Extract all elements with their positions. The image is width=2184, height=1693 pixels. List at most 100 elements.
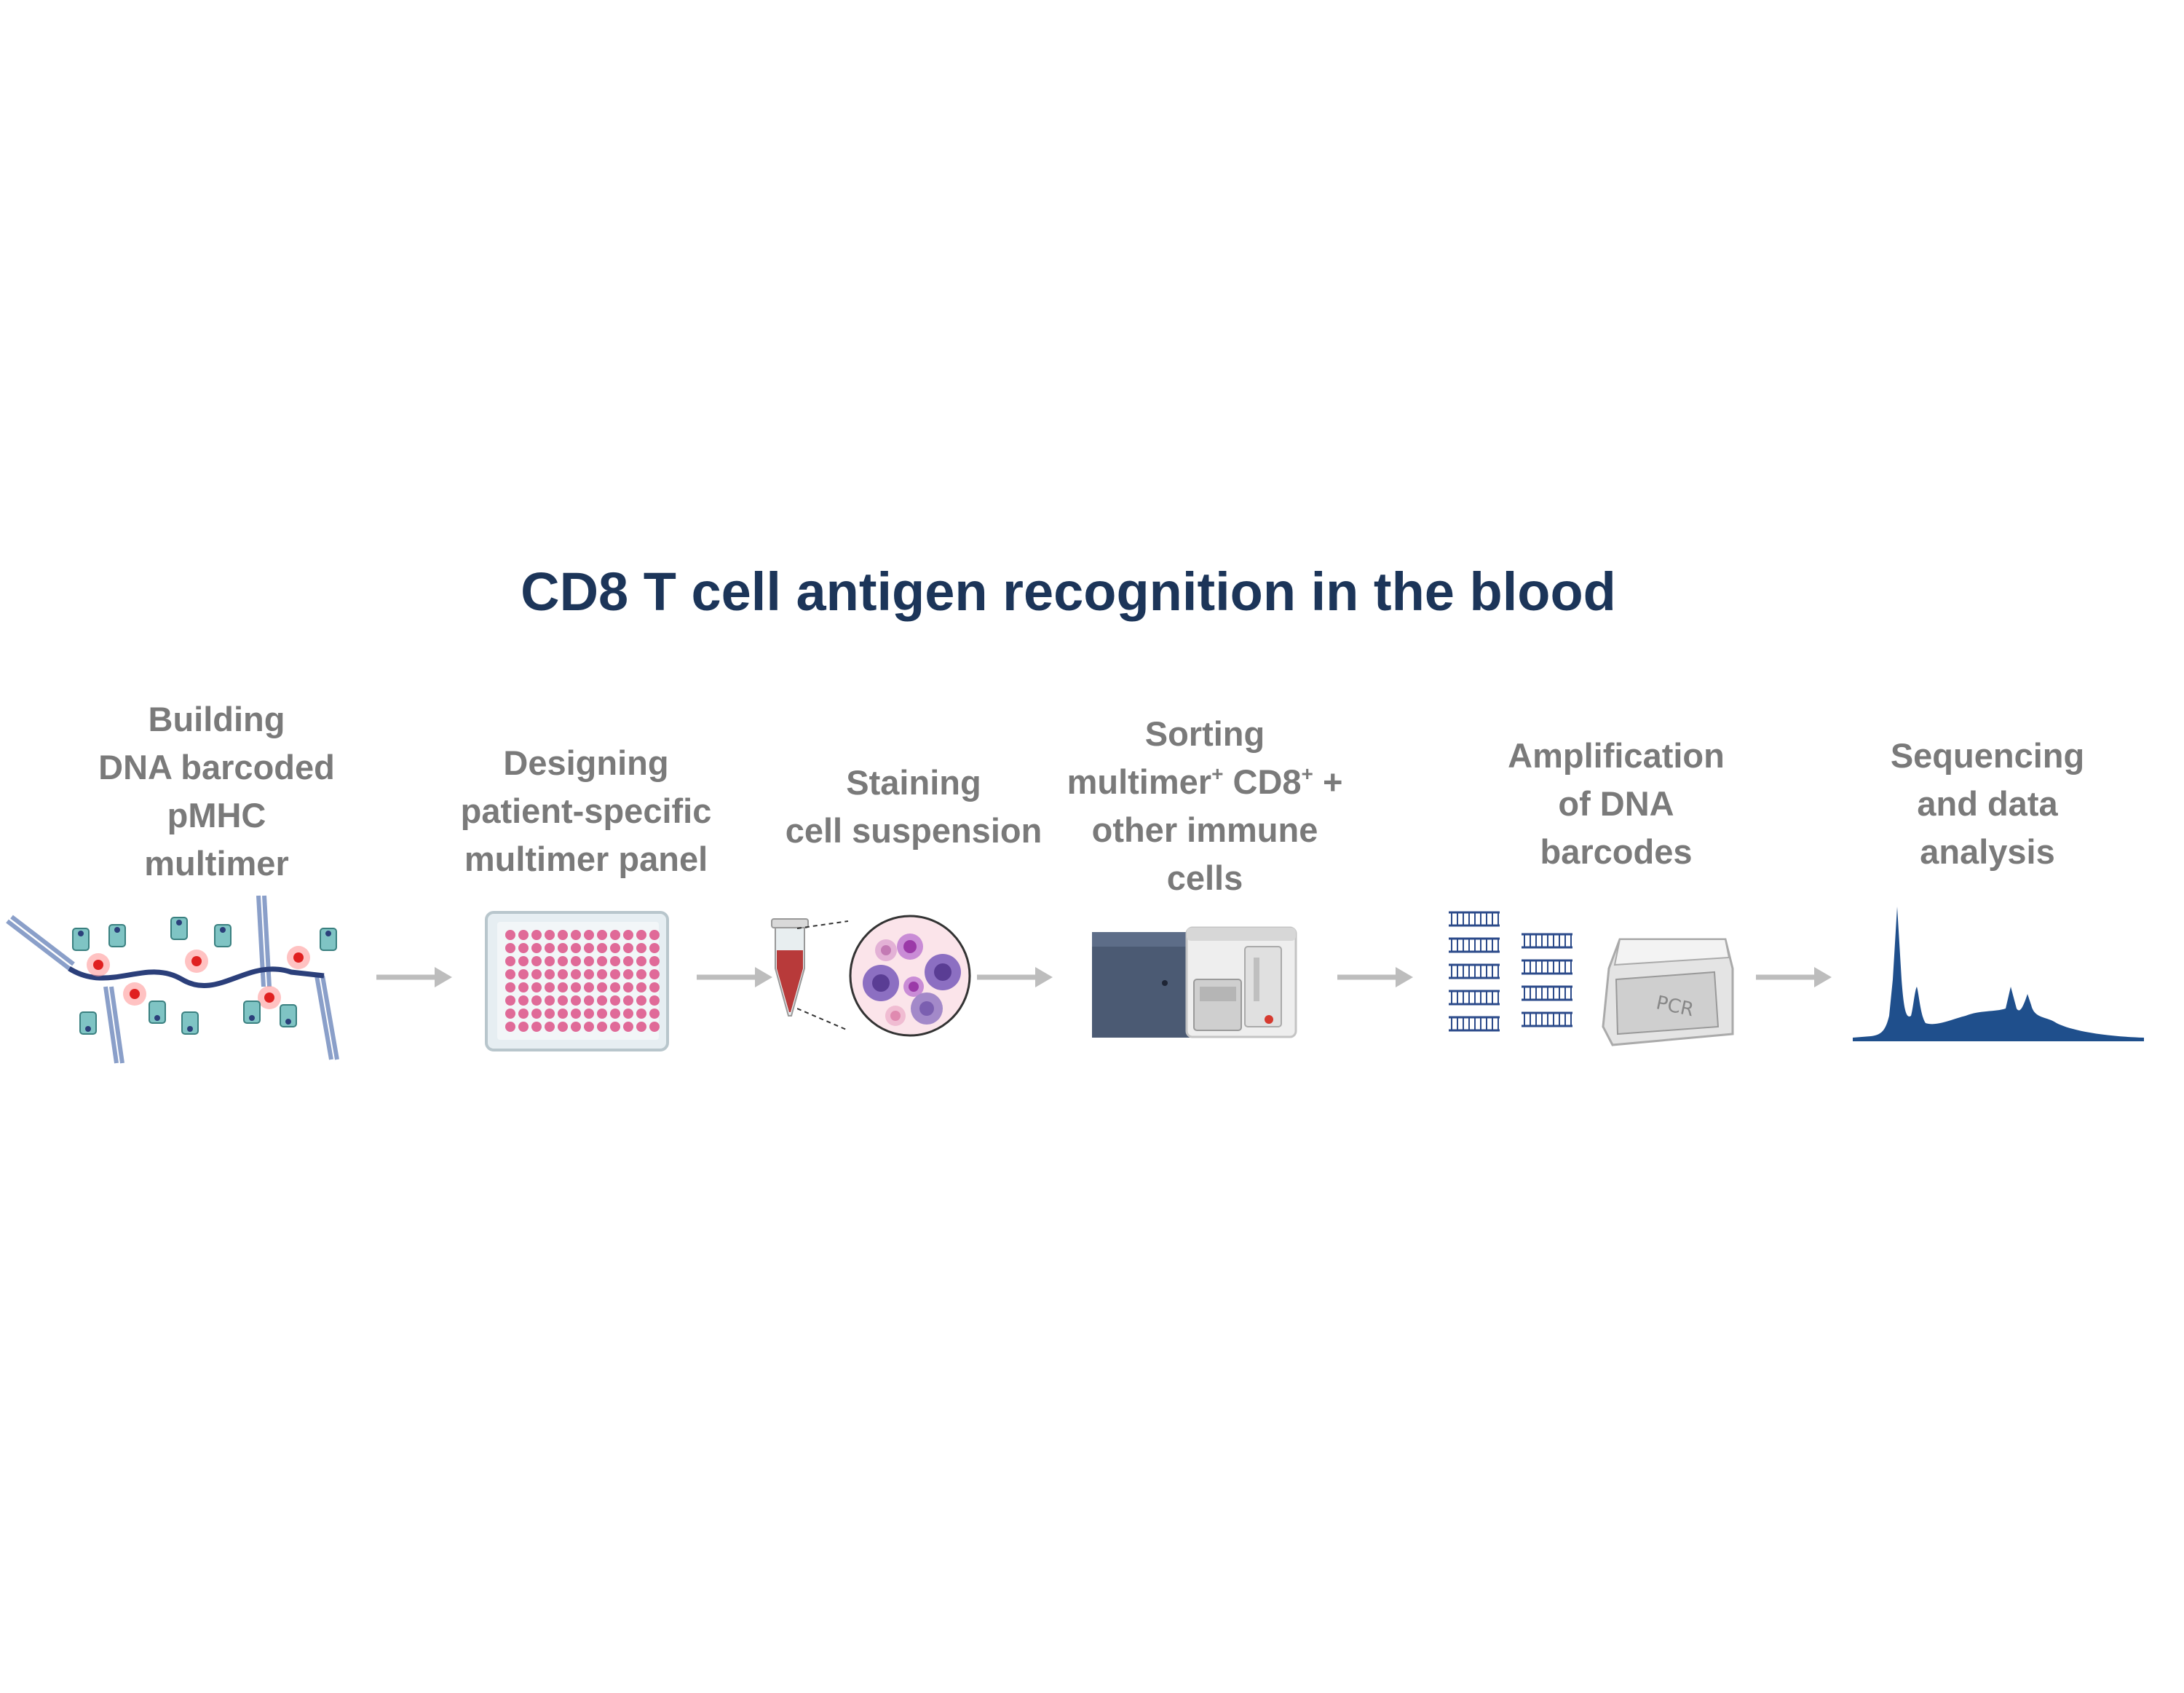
plate-well [531, 982, 542, 992]
plate-well [505, 930, 515, 940]
flow-sorter-icon [1092, 926, 1297, 1038]
plate-well [584, 1022, 594, 1032]
plate-well [558, 969, 568, 979]
pcr-machine-icon: PCR [1602, 938, 1734, 1046]
plate-well [610, 1009, 620, 1019]
plate-well [623, 956, 633, 966]
step-label-sorting: Sorting multimer+ CD8+ + other immune ce… [1052, 710, 1358, 902]
plate-well [584, 1009, 594, 1019]
plate-well [531, 956, 542, 966]
plate-well [623, 1022, 633, 1032]
plate-well [649, 956, 660, 966]
plate-well [649, 930, 660, 940]
plate-well [597, 956, 607, 966]
plate-well [518, 969, 529, 979]
plate-well [623, 969, 633, 979]
plate-well [545, 982, 555, 992]
plate-well [597, 1022, 607, 1032]
sorting-markers-line: multimer+ CD8+ + [1067, 762, 1343, 801]
plate-well [505, 1009, 515, 1019]
step-label-building: Building DNA barcoded pMHC multimer [98, 700, 335, 883]
plate-well [649, 1009, 660, 1019]
plate-well [531, 1022, 542, 1032]
plate-well [518, 943, 529, 953]
plate-well [571, 943, 581, 953]
plate-well [597, 995, 607, 1006]
plate-well [649, 969, 660, 979]
plate-well [518, 995, 529, 1006]
plate-well [597, 969, 607, 979]
plate-well [649, 1022, 660, 1032]
plate-well [518, 1009, 529, 1019]
plate-well [571, 1009, 581, 1019]
plate-well [571, 1022, 581, 1032]
plate-well [558, 956, 568, 966]
plate-well [636, 943, 646, 953]
diagram-title: CD8 T cell antigen recognition in the bl… [521, 561, 1616, 622]
plate-well [610, 982, 620, 992]
plate-well [610, 930, 620, 940]
step-label-staining: Staining cell suspension [785, 763, 1042, 850]
barcode-strand [1449, 990, 1500, 1006]
plate-well [597, 943, 607, 953]
plate-well [571, 995, 581, 1006]
plate-well [649, 943, 660, 953]
plate-well [545, 1022, 555, 1032]
plate-well [545, 930, 555, 940]
plate-well [505, 943, 515, 953]
plate-well [636, 969, 646, 979]
plate-well [584, 930, 594, 940]
plate-well [597, 982, 607, 992]
plate-well [649, 995, 660, 1006]
plate-well [545, 995, 555, 1006]
plate-well [610, 969, 620, 979]
plate-well [531, 943, 542, 953]
plate-well [584, 995, 594, 1006]
plate-well [649, 982, 660, 992]
barcode-strand [1522, 933, 1572, 949]
plate-well [636, 930, 646, 940]
plate-well [518, 1022, 529, 1032]
plate-well [623, 1009, 633, 1019]
plate-well [505, 969, 515, 979]
plate-well [584, 982, 594, 992]
plate-well [558, 1009, 568, 1019]
arrow-right-icon [1756, 967, 1832, 987]
plate-well [636, 1022, 646, 1032]
step-label-sequencing: Sequencing and data analysis [1890, 736, 2085, 871]
plate-well [531, 969, 542, 979]
plate-well [505, 982, 515, 992]
plate-well [584, 956, 594, 966]
plate-well [531, 1009, 542, 1019]
plate-well [571, 956, 581, 966]
arrow-right-icon [697, 967, 772, 987]
plate-well [610, 956, 620, 966]
plate-well [610, 1022, 620, 1032]
arrow-right-icon [1337, 967, 1413, 987]
plate-well [545, 969, 555, 979]
plate-well [597, 930, 607, 940]
plate-well [545, 943, 555, 953]
plate-well [636, 982, 646, 992]
plate-well [518, 956, 529, 966]
sequencing-peaks-icon [1853, 907, 2144, 1041]
plate-well [545, 956, 555, 966]
plate-well [505, 956, 515, 966]
dna-multimer-icon [6, 895, 339, 1064]
barcode-strand [1449, 1016, 1500, 1032]
plate-well [623, 982, 633, 992]
plate-well [558, 943, 568, 953]
plate-well [558, 982, 568, 992]
barcode-strand [1449, 911, 1500, 927]
plate-well [558, 930, 568, 940]
plate-well [505, 995, 515, 1006]
tube-icon [771, 918, 809, 1017]
barcode-strand [1522, 1011, 1572, 1027]
step-label-amplification: Amplification of DNA barcodes [1508, 736, 1725, 871]
cell-suspension-icon [797, 915, 971, 1037]
plate-well [571, 930, 581, 940]
plate-well [571, 982, 581, 992]
plate-well [518, 930, 529, 940]
plate-well [531, 995, 542, 1006]
step-label-designing: Designing patient-specific multimer pane… [460, 743, 712, 878]
